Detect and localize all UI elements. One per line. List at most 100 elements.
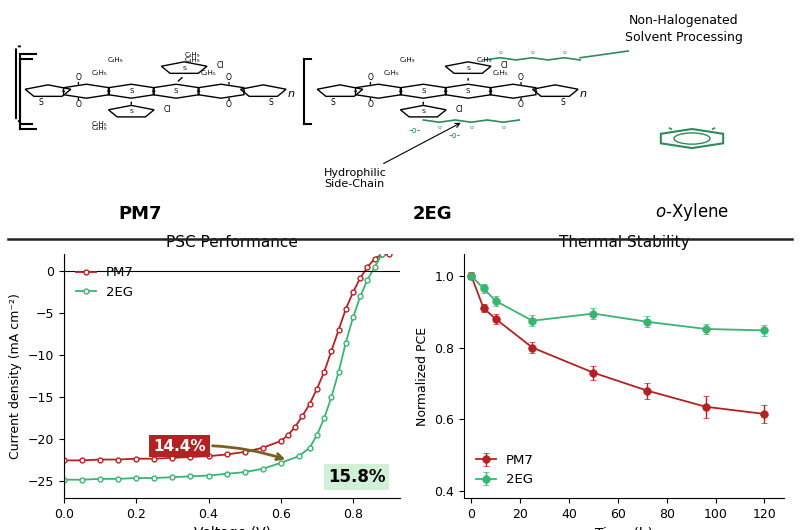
- Text: O: O: [367, 73, 374, 82]
- Text: C₂H₅: C₂H₅: [492, 69, 508, 75]
- 2EG: [276, 460, 286, 466]
- Line: 2EG: 2EG: [62, 252, 384, 482]
- Text: O: O: [75, 73, 82, 82]
- Text: Cl: Cl: [216, 61, 224, 70]
- Text: $o$-Xylene: $o$-Xylene: [655, 201, 729, 223]
- Text: S: S: [174, 88, 178, 94]
- Text: S: S: [129, 88, 134, 94]
- Text: S: S: [560, 98, 565, 107]
- Legend: PM7, 2EG: PM7, 2EG: [70, 261, 139, 304]
- 2EG: [131, 475, 141, 481]
- PM7: [312, 386, 322, 392]
- Text: C₂H₅: C₂H₅: [91, 121, 107, 127]
- 2EG: [355, 293, 365, 299]
- Text: C₄H₉: C₄H₉: [107, 57, 123, 63]
- Text: Cl: Cl: [163, 105, 170, 114]
- Text: O: O: [518, 100, 524, 109]
- PM7: [377, 251, 386, 258]
- PM7: [290, 423, 300, 430]
- PM7: [319, 369, 329, 375]
- 2EG: [95, 476, 105, 482]
- PM7: [334, 327, 343, 333]
- PM7: [370, 255, 379, 262]
- PM7: [95, 456, 105, 463]
- Text: o: o: [502, 125, 506, 130]
- PM7: [362, 264, 372, 270]
- Text: Hydrophilic
Side-Chain: Hydrophilic Side-Chain: [324, 123, 460, 189]
- Text: o: o: [498, 50, 502, 55]
- Text: Cl: Cl: [500, 61, 508, 70]
- Text: O: O: [518, 73, 524, 82]
- PM7: [78, 457, 87, 464]
- PM7: [204, 453, 214, 460]
- Text: o: o: [562, 50, 566, 55]
- PM7: [355, 275, 365, 281]
- Text: S: S: [330, 98, 335, 107]
- 2EG: [167, 474, 177, 480]
- 2EG: [326, 394, 336, 401]
- Text: Non-Halogenated
Solvent Processing: Non-Halogenated Solvent Processing: [625, 14, 743, 44]
- PM7: [131, 455, 141, 462]
- Text: S: S: [466, 88, 470, 94]
- X-axis label: Time (h): Time (h): [595, 526, 653, 530]
- PM7: [167, 455, 177, 461]
- 2EG: [59, 476, 69, 483]
- PM7: [348, 289, 358, 295]
- Text: O: O: [226, 73, 232, 82]
- 2EG: [240, 469, 250, 475]
- Text: $n$: $n$: [579, 89, 587, 99]
- Text: Cl: Cl: [455, 105, 462, 114]
- Title: PSC Performance: PSC Performance: [166, 235, 298, 251]
- Text: C₄H₉: C₄H₉: [477, 57, 492, 63]
- Text: –o–: –o–: [449, 131, 462, 140]
- Text: 14.4%: 14.4%: [154, 439, 282, 460]
- PM7: [240, 449, 250, 455]
- Text: S: S: [421, 88, 426, 94]
- Text: S: S: [38, 98, 43, 107]
- Text: C₄H₉: C₄H₉: [399, 57, 415, 63]
- Text: O: O: [367, 100, 374, 109]
- PM7: [384, 251, 394, 258]
- 2EG: [222, 471, 231, 477]
- Text: C₂H₅: C₂H₅: [383, 69, 399, 75]
- PM7: [114, 456, 123, 463]
- Text: 2EG: 2EG: [412, 205, 452, 223]
- 2EG: [305, 445, 314, 451]
- PM7: [341, 306, 350, 312]
- X-axis label: Voltage (V): Voltage (V): [194, 526, 270, 530]
- Text: S: S: [182, 66, 186, 70]
- Text: C₄H₉: C₄H₉: [91, 125, 107, 131]
- Text: S: S: [130, 109, 134, 114]
- Text: $n$: $n$: [287, 89, 295, 99]
- Text: S: S: [466, 66, 470, 70]
- PM7: [305, 401, 314, 407]
- Text: C₄H₉: C₄H₉: [185, 52, 200, 58]
- Text: C₄H₉: C₄H₉: [185, 57, 200, 63]
- Text: O: O: [75, 100, 82, 109]
- Text: o: o: [438, 125, 442, 130]
- Title: Thermal Stability: Thermal Stability: [558, 235, 690, 251]
- 2EG: [294, 453, 304, 460]
- 2EG: [370, 264, 379, 270]
- Legend: PM7, 2EG: PM7, 2EG: [470, 448, 539, 492]
- Text: S: S: [422, 109, 426, 114]
- 2EG: [114, 476, 123, 482]
- 2EG: [362, 277, 372, 283]
- 2EG: [341, 340, 350, 346]
- PM7: [276, 438, 286, 444]
- Text: C₂H₅: C₂H₅: [91, 69, 107, 75]
- 2EG: [319, 415, 329, 421]
- PM7: [283, 432, 293, 438]
- Y-axis label: Current density (mA cm⁻²): Current density (mA cm⁻²): [10, 294, 22, 459]
- 2EG: [334, 369, 343, 375]
- PM7: [59, 457, 69, 464]
- 2EG: [204, 472, 214, 479]
- 2EG: [348, 314, 358, 321]
- Text: C₂H₅: C₂H₅: [200, 69, 216, 75]
- Text: –o–: –o–: [409, 126, 422, 135]
- 2EG: [150, 475, 159, 481]
- Text: o: o: [530, 50, 534, 55]
- PM7: [186, 454, 195, 460]
- Text: O: O: [226, 100, 232, 109]
- 2EG: [258, 465, 267, 472]
